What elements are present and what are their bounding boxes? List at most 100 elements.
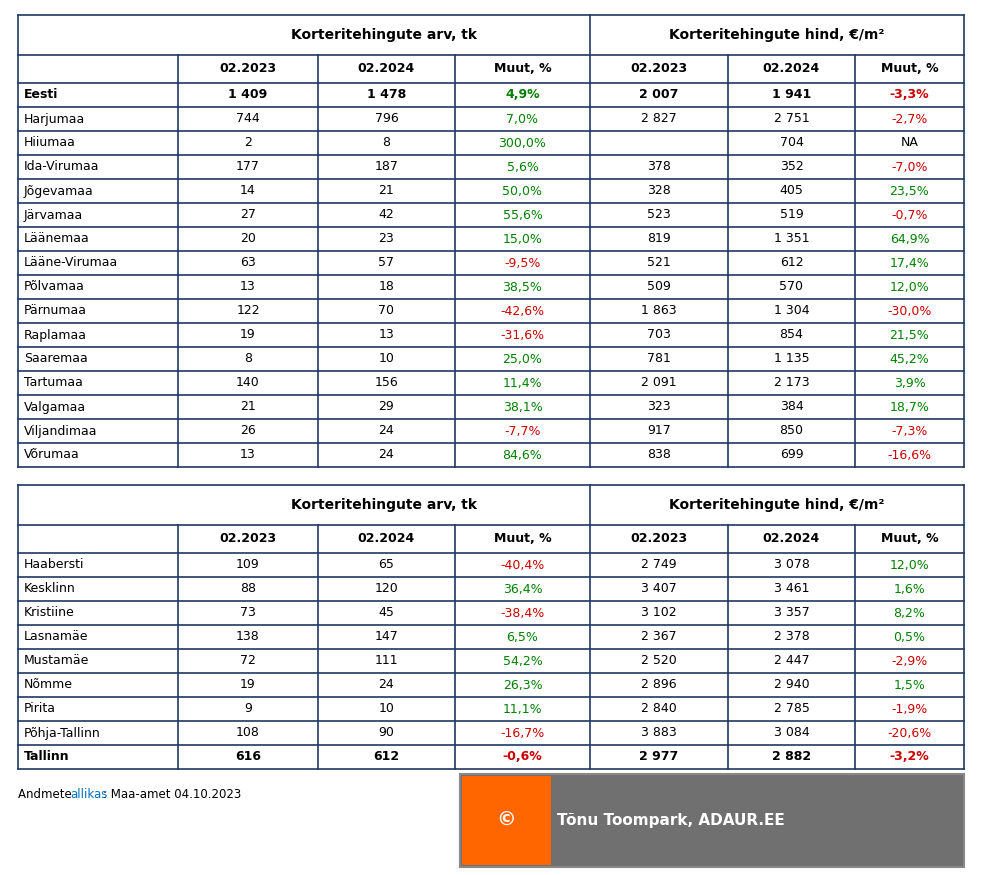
Text: 11,1%: 11,1% bbox=[503, 703, 542, 716]
Text: 6,5%: 6,5% bbox=[507, 631, 538, 643]
Text: Korteritehingute hind, €/m²: Korteritehingute hind, €/m² bbox=[670, 498, 885, 512]
Text: -3,2%: -3,2% bbox=[890, 751, 929, 764]
Text: 3,9%: 3,9% bbox=[894, 376, 925, 389]
Text: -9,5%: -9,5% bbox=[505, 256, 541, 270]
Text: Andmete: Andmete bbox=[18, 788, 76, 802]
Text: -3,3%: -3,3% bbox=[890, 88, 929, 102]
Text: -2,9%: -2,9% bbox=[892, 654, 928, 668]
Text: 65: 65 bbox=[379, 558, 395, 571]
Text: 2 882: 2 882 bbox=[772, 751, 811, 764]
Text: 02.2023: 02.2023 bbox=[630, 62, 687, 75]
Text: 854: 854 bbox=[780, 328, 803, 341]
Text: Muut, %: Muut, % bbox=[494, 62, 551, 75]
Text: -0,7%: -0,7% bbox=[892, 208, 928, 221]
Text: 70: 70 bbox=[378, 304, 395, 318]
Text: 38,5%: 38,5% bbox=[503, 281, 542, 293]
Text: 300,0%: 300,0% bbox=[499, 136, 546, 150]
Text: -42,6%: -42,6% bbox=[501, 304, 545, 318]
Text: 24: 24 bbox=[379, 449, 395, 461]
Text: 23,5%: 23,5% bbox=[890, 185, 929, 198]
Text: -31,6%: -31,6% bbox=[501, 328, 545, 341]
Text: 138: 138 bbox=[236, 631, 260, 643]
Text: 2 785: 2 785 bbox=[774, 703, 809, 716]
Text: 156: 156 bbox=[374, 376, 399, 389]
Text: 616: 616 bbox=[235, 751, 261, 764]
Text: -38,4%: -38,4% bbox=[501, 606, 545, 620]
Text: 72: 72 bbox=[240, 654, 256, 668]
Text: 57: 57 bbox=[378, 256, 395, 270]
Text: Hiiumaa: Hiiumaa bbox=[24, 136, 76, 150]
Text: 850: 850 bbox=[780, 424, 803, 438]
Text: 328: 328 bbox=[647, 185, 671, 198]
Text: Eesti: Eesti bbox=[24, 88, 58, 102]
Text: 19: 19 bbox=[241, 328, 256, 341]
Text: 8,2%: 8,2% bbox=[894, 606, 925, 620]
Text: Võrumaa: Võrumaa bbox=[24, 449, 80, 461]
Text: 02.2024: 02.2024 bbox=[763, 62, 820, 75]
Text: -2,7%: -2,7% bbox=[892, 113, 928, 125]
Text: 17,4%: 17,4% bbox=[890, 256, 929, 270]
Text: 26,3%: 26,3% bbox=[503, 678, 542, 691]
Text: 45: 45 bbox=[379, 606, 395, 620]
Text: Korteritehingute arv, tk: Korteritehingute arv, tk bbox=[291, 498, 477, 512]
Text: Korteritehingute arv, tk: Korteritehingute arv, tk bbox=[291, 28, 477, 42]
Text: 1 304: 1 304 bbox=[774, 304, 809, 318]
Text: -16,7%: -16,7% bbox=[501, 726, 545, 739]
Text: 699: 699 bbox=[780, 449, 803, 461]
Text: 45,2%: 45,2% bbox=[890, 353, 929, 366]
Text: 19: 19 bbox=[241, 678, 256, 691]
Text: Kristiine: Kristiine bbox=[24, 606, 75, 620]
Text: 519: 519 bbox=[780, 208, 803, 221]
Text: 12,0%: 12,0% bbox=[890, 281, 929, 293]
Text: 0,5%: 0,5% bbox=[894, 631, 925, 643]
Text: 703: 703 bbox=[647, 328, 671, 341]
Text: Kesklinn: Kesklinn bbox=[24, 583, 76, 596]
Text: 18,7%: 18,7% bbox=[890, 401, 929, 414]
Text: 55,6%: 55,6% bbox=[503, 208, 542, 221]
Text: Korteritehingute hind, €/m²: Korteritehingute hind, €/m² bbox=[670, 28, 885, 42]
Text: 1 351: 1 351 bbox=[774, 233, 809, 246]
Text: 2 378: 2 378 bbox=[774, 631, 809, 643]
Text: Nõmme: Nõmme bbox=[24, 678, 73, 691]
Text: -1,9%: -1,9% bbox=[892, 703, 928, 716]
Text: 3 461: 3 461 bbox=[774, 583, 809, 596]
Text: 3 084: 3 084 bbox=[774, 726, 809, 739]
Text: Pärnumaa: Pärnumaa bbox=[24, 304, 87, 318]
Text: 24: 24 bbox=[379, 424, 395, 438]
Text: 11,4%: 11,4% bbox=[503, 376, 542, 389]
Bar bbox=[462, 776, 551, 865]
Text: 02.2023: 02.2023 bbox=[219, 533, 277, 545]
Text: 26: 26 bbox=[241, 424, 256, 438]
Text: ©: © bbox=[497, 811, 517, 830]
Text: 3 407: 3 407 bbox=[641, 583, 677, 596]
Bar bbox=[460, 774, 964, 867]
Text: 108: 108 bbox=[236, 726, 260, 739]
Text: 819: 819 bbox=[647, 233, 671, 246]
Text: 352: 352 bbox=[780, 160, 803, 173]
Text: 1 941: 1 941 bbox=[772, 88, 811, 102]
Text: 10: 10 bbox=[379, 353, 395, 366]
Text: Tartumaa: Tartumaa bbox=[24, 376, 82, 389]
Text: 704: 704 bbox=[780, 136, 803, 150]
Text: 1 478: 1 478 bbox=[367, 88, 407, 102]
Text: 8: 8 bbox=[383, 136, 391, 150]
Text: Muut, %: Muut, % bbox=[881, 533, 939, 545]
Text: 27: 27 bbox=[240, 208, 256, 221]
Text: Raplamaa: Raplamaa bbox=[24, 328, 87, 341]
Text: 63: 63 bbox=[241, 256, 256, 270]
Text: 147: 147 bbox=[374, 631, 399, 643]
Text: 612: 612 bbox=[780, 256, 803, 270]
Text: 02.2024: 02.2024 bbox=[763, 533, 820, 545]
Text: Pirita: Pirita bbox=[24, 703, 56, 716]
Text: 2 749: 2 749 bbox=[641, 558, 677, 571]
Text: 02.2023: 02.2023 bbox=[219, 62, 277, 75]
Text: 02.2024: 02.2024 bbox=[357, 533, 415, 545]
Text: 2 940: 2 940 bbox=[774, 678, 809, 691]
Text: 109: 109 bbox=[236, 558, 260, 571]
Text: 50,0%: 50,0% bbox=[503, 185, 542, 198]
Text: NA: NA bbox=[900, 136, 918, 150]
Text: -7,3%: -7,3% bbox=[892, 424, 928, 438]
Text: Põhja-Tallinn: Põhja-Tallinn bbox=[24, 726, 101, 739]
Text: Lasnamäe: Lasnamäe bbox=[24, 631, 88, 643]
Text: Põlvamaa: Põlvamaa bbox=[24, 281, 84, 293]
